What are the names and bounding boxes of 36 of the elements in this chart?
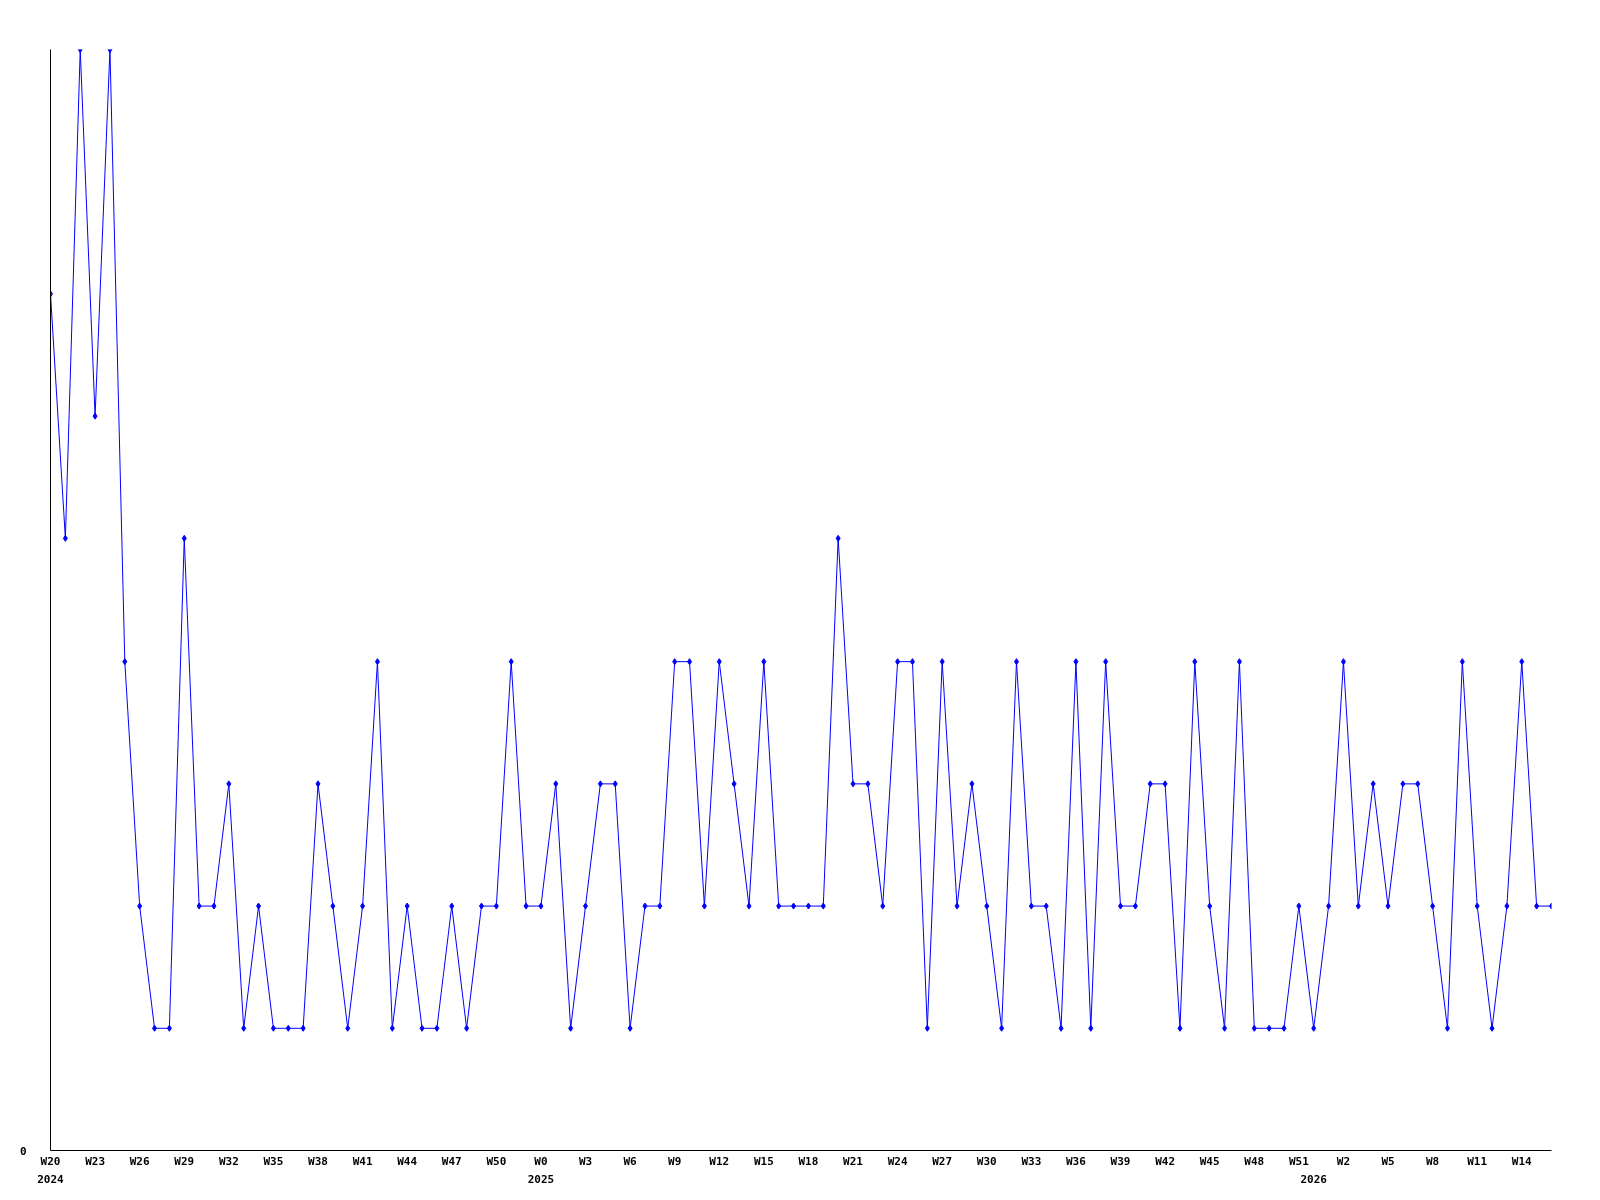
x-tick-label: W6	[623, 1154, 638, 1168]
x-tick-label: W26	[129, 1154, 150, 1168]
x-tick-label: W2	[1336, 1154, 1351, 1168]
x-tick-label: W42	[1155, 1154, 1176, 1168]
x-tick-label: W32	[218, 1154, 239, 1168]
x-tick-label: W3	[578, 1154, 593, 1168]
x-tick-label: W30	[976, 1154, 997, 1168]
x-tick-label: W18	[798, 1154, 819, 1168]
x-tick-label: W51	[1288, 1154, 1310, 1168]
x-tick-label: W0 2025	[527, 1154, 555, 1186]
x-tick-label: W39	[1110, 1154, 1131, 1168]
x-tick-label: W11	[1467, 1154, 1488, 1168]
x-tick-label: W48	[1244, 1154, 1265, 1168]
x-tick-label: W14	[1511, 1154, 1533, 1168]
x-tick-label: W5	[1381, 1154, 1395, 1168]
x-tick-label: W29	[174, 1154, 195, 1168]
x-tick-label: W41	[352, 1154, 373, 1168]
x-tick-label: W50	[486, 1154, 507, 1168]
x-tick-label: W21	[843, 1154, 864, 1168]
x-tick-label: W47	[441, 1154, 462, 1168]
x-tick-label: W27	[932, 1154, 953, 1168]
x-tick-label: W8	[1425, 1154, 1440, 1168]
x-tick-label: W44	[397, 1154, 418, 1168]
x-tick-label: W23	[85, 1154, 106, 1168]
x-tick-label: W33	[1021, 1154, 1042, 1168]
x-tick-label: W12	[709, 1154, 730, 1168]
x-tick-label: W15	[753, 1154, 774, 1168]
x-tick-label: W38	[308, 1154, 328, 1168]
x-tick-label: W35	[263, 1154, 284, 1168]
x-tick-label: W36	[1066, 1154, 1087, 1168]
x-tick-label: 2026	[1300, 1172, 1328, 1186]
x-tick-label: W20 2024	[37, 1154, 65, 1186]
x-tick-label: W45	[1199, 1154, 1220, 1168]
x-tick-label: W24	[887, 1154, 908, 1168]
text: 0	[19, 1144, 27, 1158]
x-tick-label: W9	[668, 1154, 682, 1168]
